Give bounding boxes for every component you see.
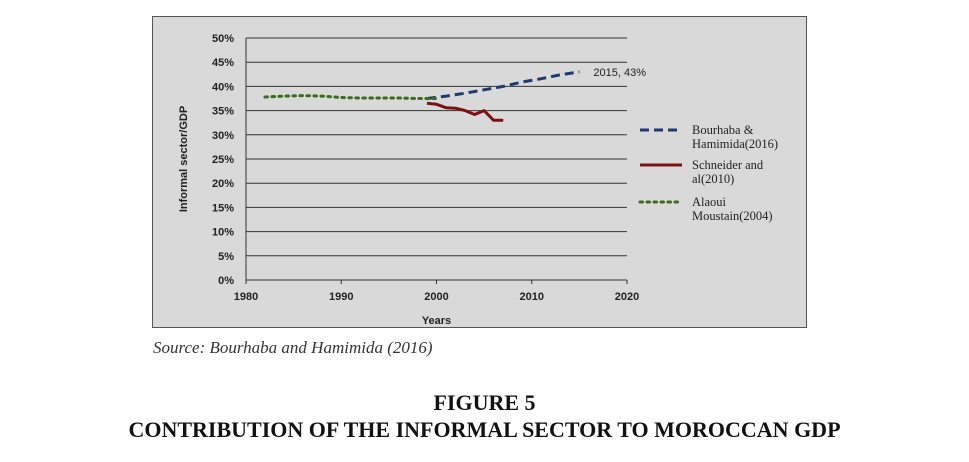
legend-label: Hamimida(2016) [692,137,778,151]
legend-label: Bourhaba & [692,123,754,137]
x-tick-label: 2000 [424,291,448,303]
y-tick-label: 45% [212,57,234,69]
data-point [579,71,581,73]
chart-container: 0% 5% 10% 15% 20% 25% 30% 35% 40% 45% 50% 1980 1990 2… [152,16,807,328]
data-point [560,74,562,76]
data-point [502,119,504,121]
data-point [502,86,504,88]
y-tick-label: 20% [212,178,234,190]
series-line-1 [426,101,504,122]
x-tick-label: 1980 [234,291,258,303]
y-tick-label: 15% [212,202,234,214]
data-point [264,96,266,98]
legend-label: al(2010) [692,172,734,186]
data-point [321,95,323,97]
legend-label: Alaoui [692,195,727,209]
data-point [455,107,457,109]
y-tick-label: 30% [212,130,234,142]
data-point [417,98,419,100]
data-point [360,97,362,99]
series-line-0 [426,70,580,100]
x-tick-label: 2010 [520,291,544,303]
figure-title: CONTRIBUTION OF THE INFORMAL SECTOR TO M… [128,417,841,442]
data-point [445,107,447,109]
series-line-2 [263,94,438,100]
data-point [521,81,523,83]
data-point [436,104,438,106]
data-label: 2015, 43% [593,67,646,79]
data-point [445,95,447,97]
y-tick-label: 0% [218,275,234,287]
data-point [540,78,542,80]
data-point [302,95,304,97]
data-point [340,97,342,99]
y-tick-label: 25% [212,154,234,166]
y-tick-label: 35% [212,106,234,118]
figure-number: FIGURE 5 [433,390,536,415]
data-point [379,97,381,99]
data-point [398,97,400,99]
data-point [464,92,466,94]
data-point [426,103,428,105]
legend-label: Schneider and [692,158,764,172]
source-note: Source: Bourhaba and Hamimida (2016) [153,338,433,357]
y-tick-label: 5% [218,251,234,263]
y-tick-label: 10% [212,227,234,239]
x-tick-label: 1990 [329,291,353,303]
data-point [474,114,476,116]
data-point [436,98,438,100]
data-point [464,110,466,112]
y-tick-label: 40% [212,81,234,93]
data-point [493,119,495,121]
legend-label: Moustain(2004) [692,209,773,223]
y-tick-label: 50% [212,33,234,45]
y-axis-title: Informal sector/GDP [178,106,190,212]
data-point [283,95,285,97]
x-axis-title: Years [422,315,451,327]
data-point [483,110,485,112]
line-chart: 0% 5% 10% 15% 20% 25% 30% 35% 40% 45% 50% 1980 1990 2… [178,33,778,327]
x-tick-label: 2020 [615,291,639,303]
data-point [483,89,485,91]
